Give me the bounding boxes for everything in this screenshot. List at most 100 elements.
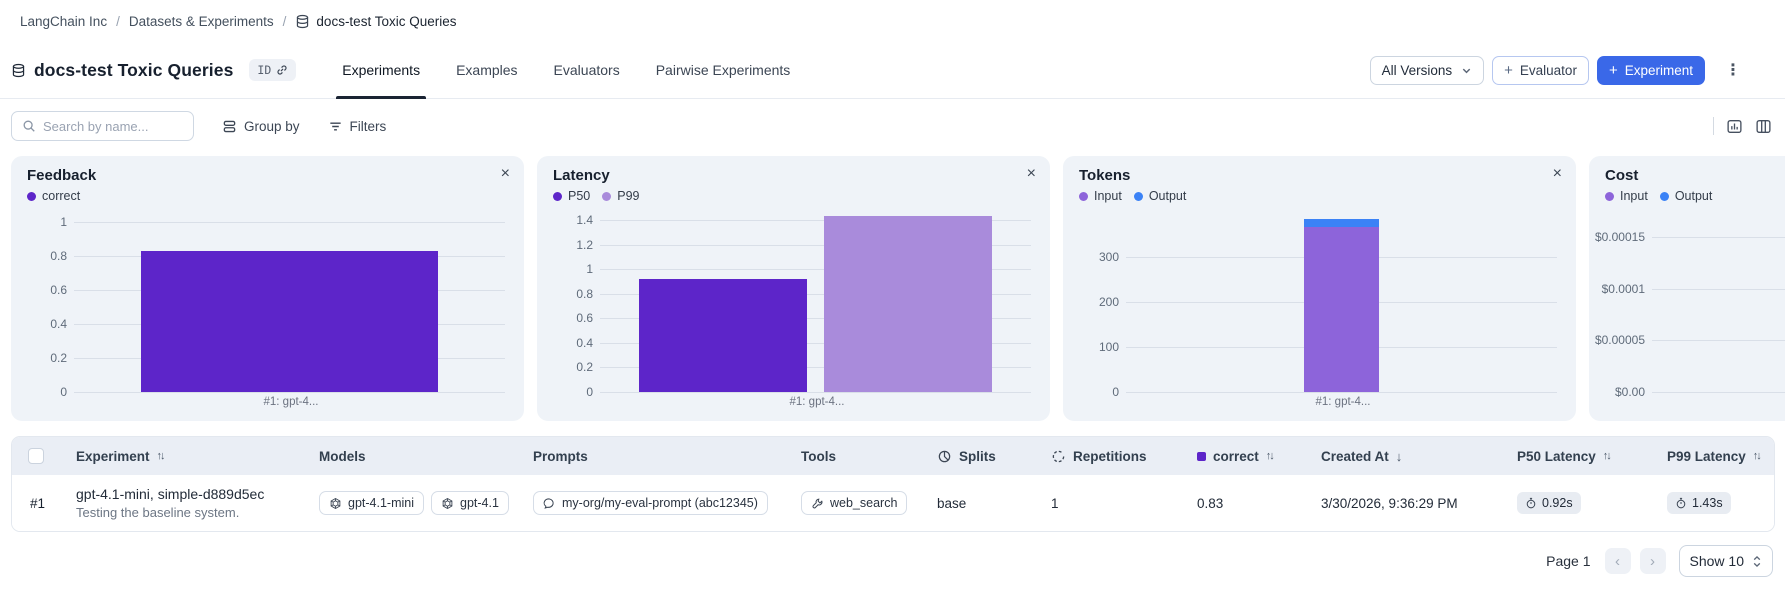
select-all-checkbox[interactable] [28, 448, 44, 464]
chart-plot: $0.00015 $0.0001 $0.00005 $0.00 [1595, 214, 1785, 399]
legend-label: Output [1148, 189, 1187, 203]
header-cell-p99[interactable]: P99 Latency ↑↓ [1655, 449, 1774, 464]
chart-legend: Input Output [1605, 187, 1785, 205]
add-experiment-button[interactable]: + Experiment [1596, 55, 1705, 85]
more-options-kebab-icon[interactable]: ⋮ [1725, 62, 1741, 79]
model-chip[interactable]: gpt-4.1-mini [319, 491, 424, 515]
header-cell-repetitions[interactable]: Repetitions [1039, 449, 1185, 464]
experiment-name-block[interactable]: gpt-4.1-mini, simple-d889d5ec Testing the… [76, 485, 264, 521]
prompt-chip[interactable]: my-org/my-eval-prompt (abc12345) [533, 491, 768, 515]
sort-desc-icon[interactable]: ↓ [1395, 448, 1403, 464]
search-box[interactable] [11, 111, 194, 141]
header-cell-p50[interactable]: P50 Latency ↑↓ [1505, 449, 1655, 464]
p50-latency-badge: 0.92s [1517, 492, 1581, 514]
bar-p50[interactable] [638, 279, 807, 392]
plot-area [1652, 214, 1785, 393]
header-cell-correct[interactable]: correct ↑↓ [1185, 449, 1309, 464]
id-copy-badge[interactable]: ID [249, 59, 297, 81]
stacked-bar[interactable] [1303, 219, 1380, 392]
legend-label: Input [1094, 189, 1122, 203]
row-index: #1 [30, 495, 46, 511]
column-label: P50 Latency [1517, 448, 1596, 464]
sort-icon[interactable]: ↑↓ [1602, 450, 1612, 462]
chart-panel-cost: Cost×InputOutput$0.00015$0.0001$0.00005$… [1589, 156, 1785, 421]
header-cell-prompts[interactable]: Prompts [521, 449, 789, 464]
id-badge-label: ID [257, 63, 272, 77]
prompt-icon [543, 497, 556, 510]
cell-repetitions: 1 [1039, 496, 1185, 511]
sort-icon[interactable]: ↑↓ [1752, 450, 1762, 462]
tab-examples[interactable]: Examples [456, 62, 518, 78]
charts-row: Feedback × correct 1 0.8 0.6 0.4 0.2 0 #1: gpt-4.… [11, 156, 1785, 421]
chip-label: gpt-4.1-mini [348, 496, 414, 510]
model-chip[interactable]: gpt-4.1 [431, 491, 509, 515]
plot-area [600, 214, 1031, 393]
next-page-button[interactable]: › [1639, 548, 1666, 574]
legend-item-output: Output [1659, 189, 1712, 203]
table-row[interactable]: #1 gpt-4.1-mini, simple-d889d5ec Testing t… [12, 475, 1774, 531]
chip-list: my-org/my-eval-prompt (abc12345) [533, 491, 768, 515]
bar-correct[interactable] [140, 251, 439, 392]
charts-toggle-icon[interactable] [1726, 118, 1743, 135]
tool-icon [811, 497, 824, 510]
pagination-footer: Page 1 ‹ › Show 10 [0, 544, 1773, 578]
breadcrumb-item[interactable]: docs-test Toxic Queries [295, 14, 456, 29]
close-icon[interactable]: × [500, 165, 510, 182]
header-cell-models[interactable]: Models [307, 449, 521, 464]
page-size-select[interactable]: Show 10 [1678, 545, 1773, 577]
column-label: correct [1213, 448, 1259, 464]
y-tick-label: 1 [586, 262, 593, 277]
cell-prompts: my-org/my-eval-prompt (abc12345) [521, 491, 789, 515]
filters-button[interactable]: Filters [328, 119, 386, 134]
header-cell-tools[interactable]: Tools [789, 449, 925, 464]
breadcrumb-item[interactable]: LangChain Inc [20, 14, 107, 29]
y-tick-label: 1.2 [576, 237, 593, 252]
stopwatch-icon [1525, 497, 1537, 509]
header-cell-experiment[interactable]: Experiment ↑↓ [64, 449, 307, 464]
group-by-icon [222, 119, 237, 134]
gridline [600, 220, 1031, 222]
stopwatch-icon [1675, 497, 1687, 509]
sort-icon[interactable]: ↑↓ [1265, 450, 1275, 462]
header-cell-created_at[interactable]: Created At ↓ [1309, 449, 1505, 464]
gridline [600, 244, 1031, 246]
cell-created_at: 3/30/2026, 9:36:29 PM [1309, 496, 1505, 511]
cell-tools: web_search [789, 491, 925, 515]
column-label: Models [319, 448, 366, 464]
chart-title: Feedback [27, 167, 97, 184]
chart-plot: 1 0.8 0.6 0.4 0.2 0 [27, 214, 508, 399]
title-wrap: docs-test Toxic Queries ID [11, 59, 297, 81]
tab-evaluators[interactable]: Evaluators [553, 62, 620, 78]
prev-page-button[interactable]: ‹ [1604, 548, 1631, 574]
tab-pairwise-experiments[interactable]: Pairwise Experiments [655, 62, 791, 78]
gridline [1652, 288, 1785, 290]
bar-p99[interactable] [824, 216, 993, 392]
header-cell-splits[interactable]: Splits [925, 449, 1039, 464]
p99-latency-badge: 1.43s [1667, 492, 1731, 514]
tab-experiments[interactable]: Experiments [336, 42, 426, 99]
sort-icon[interactable]: ↑↓ [156, 450, 166, 462]
plus-icon: + [1504, 61, 1513, 79]
tool-chip[interactable]: web_search [801, 491, 908, 515]
chart-legend: P50 P99 [553, 187, 1034, 205]
close-icon[interactable]: × [1552, 165, 1562, 182]
columns-toggle-icon[interactable] [1755, 118, 1772, 135]
link-icon [276, 64, 288, 76]
y-tick-label: 0.2 [50, 351, 67, 366]
legend-item-input: Input [1079, 189, 1122, 203]
created_at-value: 3/30/2026, 9:36:29 PM [1321, 495, 1458, 511]
close-icon[interactable]: × [1026, 165, 1036, 182]
toolbar-right [1713, 117, 1772, 135]
breadcrumb-item[interactable]: Datasets & Experiments [129, 14, 274, 29]
gridline [600, 392, 1031, 393]
chart-plot: 300 200 100 0 [1079, 214, 1560, 399]
y-tick-label: 0 [1112, 385, 1119, 399]
add-evaluator-button[interactable]: + Evaluator [1492, 55, 1589, 85]
gridline [74, 392, 505, 393]
y-tick-label: $0.0001 [1601, 281, 1645, 296]
all-versions-dropdown[interactable]: All Versions [1369, 55, 1485, 85]
group-by-button[interactable]: Group by [222, 119, 300, 134]
column-label: Prompts [533, 448, 588, 464]
search-input[interactable] [43, 118, 183, 134]
chart-plot: 1.4 1.2 1 0.8 0.6 0.4 0.2 0 [553, 213, 1034, 399]
